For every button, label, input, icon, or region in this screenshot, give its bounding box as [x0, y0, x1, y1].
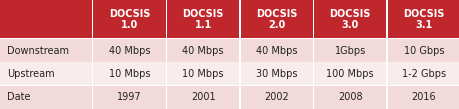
Bar: [313, 86, 386, 109]
Bar: [387, 0, 459, 39]
Bar: [386, 62, 387, 86]
Bar: [93, 86, 165, 109]
Text: Date: Date: [7, 92, 30, 102]
Bar: [312, 39, 313, 62]
Text: 10 Mbps: 10 Mbps: [182, 69, 224, 79]
Bar: [167, 39, 239, 62]
Text: 2002: 2002: [264, 92, 288, 102]
Bar: [167, 62, 239, 86]
Text: DOCSIS
1.1: DOCSIS 1.1: [182, 9, 223, 30]
Bar: [0, 86, 92, 109]
Text: DOCSIS
1.0: DOCSIS 1.0: [109, 9, 150, 30]
Bar: [387, 62, 459, 86]
Bar: [312, 0, 313, 39]
Text: 1Gbps: 1Gbps: [334, 46, 365, 56]
Bar: [93, 0, 165, 39]
Bar: [386, 39, 387, 62]
Text: 10 Mbps: 10 Mbps: [108, 69, 150, 79]
Text: 2001: 2001: [190, 92, 215, 102]
Text: 1-2 Gbps: 1-2 Gbps: [401, 69, 445, 79]
Bar: [313, 62, 386, 86]
Text: 2008: 2008: [337, 92, 362, 102]
Text: DOCSIS
3.1: DOCSIS 3.1: [403, 9, 443, 30]
Text: 2016: 2016: [411, 92, 435, 102]
Bar: [93, 39, 165, 62]
Bar: [165, 39, 167, 62]
Text: 40 Mbps: 40 Mbps: [108, 46, 150, 56]
Bar: [386, 86, 387, 109]
Text: 40 Mbps: 40 Mbps: [182, 46, 224, 56]
Bar: [313, 0, 386, 39]
Bar: [386, 0, 387, 39]
Bar: [92, 86, 93, 109]
Bar: [387, 39, 459, 62]
Bar: [165, 0, 167, 39]
Bar: [240, 0, 312, 39]
Bar: [165, 62, 167, 86]
Bar: [0, 38, 459, 39]
Bar: [313, 39, 386, 62]
Bar: [312, 62, 313, 86]
Bar: [92, 62, 93, 86]
Text: DOCSIS
3.0: DOCSIS 3.0: [329, 9, 370, 30]
Text: Upstream: Upstream: [7, 69, 55, 79]
Bar: [0, 0, 92, 39]
Bar: [92, 39, 93, 62]
Bar: [240, 39, 312, 62]
Bar: [92, 0, 93, 39]
Text: 40 Mbps: 40 Mbps: [255, 46, 297, 56]
Bar: [0, 62, 92, 86]
Bar: [239, 0, 240, 39]
Bar: [167, 0, 239, 39]
Bar: [0, 85, 459, 86]
Bar: [93, 62, 165, 86]
Text: 1997: 1997: [117, 92, 141, 102]
Bar: [240, 86, 312, 109]
Bar: [387, 86, 459, 109]
Bar: [239, 86, 240, 109]
Text: 100 Mbps: 100 Mbps: [326, 69, 373, 79]
Text: DOCSIS
2.0: DOCSIS 2.0: [256, 9, 297, 30]
Text: Downstream: Downstream: [7, 46, 69, 56]
Bar: [239, 62, 240, 86]
Text: 30 Mbps: 30 Mbps: [255, 69, 297, 79]
Bar: [165, 86, 167, 109]
Bar: [240, 62, 312, 86]
Bar: [0, 39, 92, 62]
Bar: [167, 86, 239, 109]
Bar: [312, 86, 313, 109]
Text: 10 Gbps: 10 Gbps: [403, 46, 443, 56]
Bar: [239, 39, 240, 62]
